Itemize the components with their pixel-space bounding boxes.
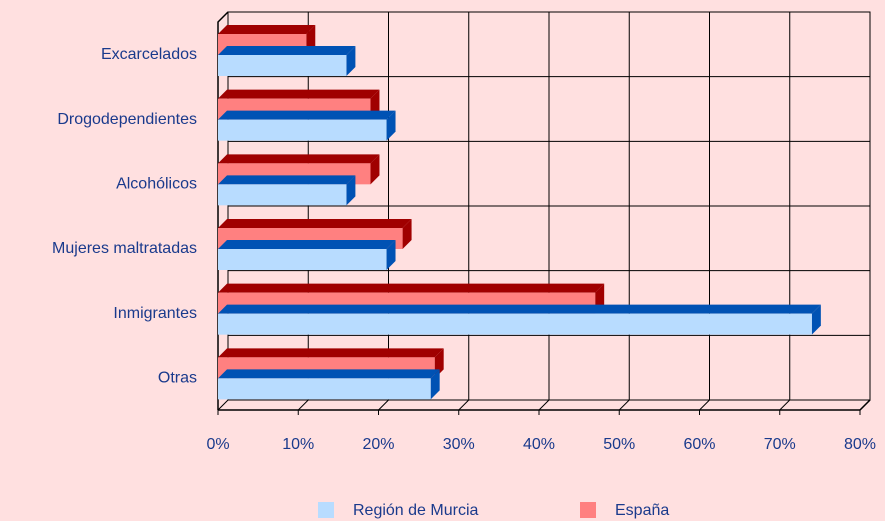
category-label: Otras bbox=[158, 370, 197, 387]
category-label: Alcohólicos bbox=[116, 176, 197, 193]
x-tick-label: 0% bbox=[206, 436, 229, 453]
bar bbox=[218, 313, 812, 335]
x-tick-label: 20% bbox=[362, 436, 394, 453]
grid-line bbox=[538, 12, 550, 411]
category-label: Drogodependientes bbox=[57, 111, 197, 128]
x-tick-label: 40% bbox=[523, 436, 555, 453]
legend-label: Región de Murcia bbox=[353, 502, 479, 519]
bar bbox=[218, 184, 347, 206]
bar-top bbox=[218, 240, 396, 249]
bar-top bbox=[218, 46, 356, 55]
legend-swatch bbox=[580, 502, 596, 518]
bar-side bbox=[811, 304, 821, 335]
bar-side bbox=[370, 154, 380, 185]
left-wall bbox=[217, 11, 229, 410]
grid-line bbox=[779, 12, 791, 411]
grid-line bbox=[217, 12, 229, 411]
bar-top bbox=[218, 154, 380, 164]
bar bbox=[218, 249, 387, 270]
bar-side bbox=[430, 369, 440, 400]
grid-line bbox=[458, 12, 470, 411]
grid-line bbox=[699, 12, 710, 411]
x-tick-label: 10% bbox=[282, 436, 314, 453]
bar-top bbox=[218, 219, 412, 228]
grid-line bbox=[378, 12, 389, 411]
category-label: Inmigrantes bbox=[113, 305, 197, 322]
bar bbox=[218, 119, 387, 141]
bar-side bbox=[346, 46, 356, 76]
category-label: Mujeres maltratadas bbox=[52, 240, 197, 257]
bar-top bbox=[218, 89, 380, 99]
bar-top bbox=[218, 304, 821, 314]
bar-top bbox=[218, 25, 316, 34]
bar-side bbox=[402, 219, 412, 249]
bar bbox=[218, 378, 431, 400]
bar-side bbox=[346, 175, 356, 206]
bar-side bbox=[386, 240, 396, 270]
bar-top bbox=[218, 283, 605, 293]
legend-label: España bbox=[615, 502, 669, 519]
x-tick-label: 30% bbox=[443, 436, 475, 453]
bar-side bbox=[386, 110, 396, 141]
x-tick-label: 70% bbox=[764, 436, 796, 453]
grid-line bbox=[297, 12, 309, 411]
category-label: Excarcelados bbox=[101, 46, 197, 63]
grid-line bbox=[618, 12, 630, 411]
bar-top bbox=[218, 369, 440, 379]
bar-top bbox=[218, 110, 396, 120]
bar bbox=[218, 55, 347, 76]
bar-top bbox=[218, 175, 356, 185]
x-tick-label: 50% bbox=[603, 436, 635, 453]
bar-top bbox=[218, 348, 444, 358]
legend-swatch bbox=[318, 502, 334, 518]
x-tick-label: 60% bbox=[683, 436, 715, 453]
x-tick-label: 80% bbox=[844, 436, 876, 453]
